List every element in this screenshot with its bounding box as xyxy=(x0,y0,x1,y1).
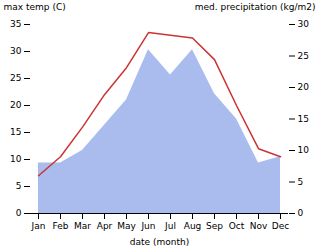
svg-text:5: 5 xyxy=(298,177,304,187)
svg-text:Oct: Oct xyxy=(229,221,245,231)
svg-text:30: 30 xyxy=(10,46,22,56)
svg-text:Sep: Sep xyxy=(206,221,223,231)
svg-text:Jan: Jan xyxy=(31,221,46,231)
svg-text:Nov: Nov xyxy=(250,221,268,231)
svg-text:med. precipitation (kg/m2): med. precipitation (kg/m2) xyxy=(195,2,316,12)
svg-text:Jul: Jul xyxy=(164,221,176,231)
svg-text:Aug: Aug xyxy=(184,221,202,231)
svg-text:25: 25 xyxy=(298,51,309,61)
svg-text:Apr: Apr xyxy=(97,221,113,231)
svg-text:10: 10 xyxy=(298,145,310,155)
svg-text:May: May xyxy=(117,221,136,231)
svg-text:10: 10 xyxy=(10,154,22,164)
svg-text:30: 30 xyxy=(298,19,310,29)
svg-text:date (month): date (month) xyxy=(130,237,189,247)
svg-text:15: 15 xyxy=(298,114,309,124)
svg-text:15: 15 xyxy=(10,127,21,137)
svg-text:max temp (C): max temp (C) xyxy=(4,2,66,12)
svg-text:Feb: Feb xyxy=(53,221,69,231)
svg-text:Dec: Dec xyxy=(272,221,289,231)
svg-text:20: 20 xyxy=(298,82,310,92)
svg-text:20: 20 xyxy=(10,100,22,110)
svg-text:0: 0 xyxy=(16,208,22,218)
svg-text:5: 5 xyxy=(16,181,22,191)
svg-text:Mar: Mar xyxy=(74,221,91,231)
svg-text:25: 25 xyxy=(10,73,21,83)
svg-text:35: 35 xyxy=(10,19,21,29)
svg-text:0: 0 xyxy=(298,208,304,218)
svg-text:Jun: Jun xyxy=(140,221,155,231)
